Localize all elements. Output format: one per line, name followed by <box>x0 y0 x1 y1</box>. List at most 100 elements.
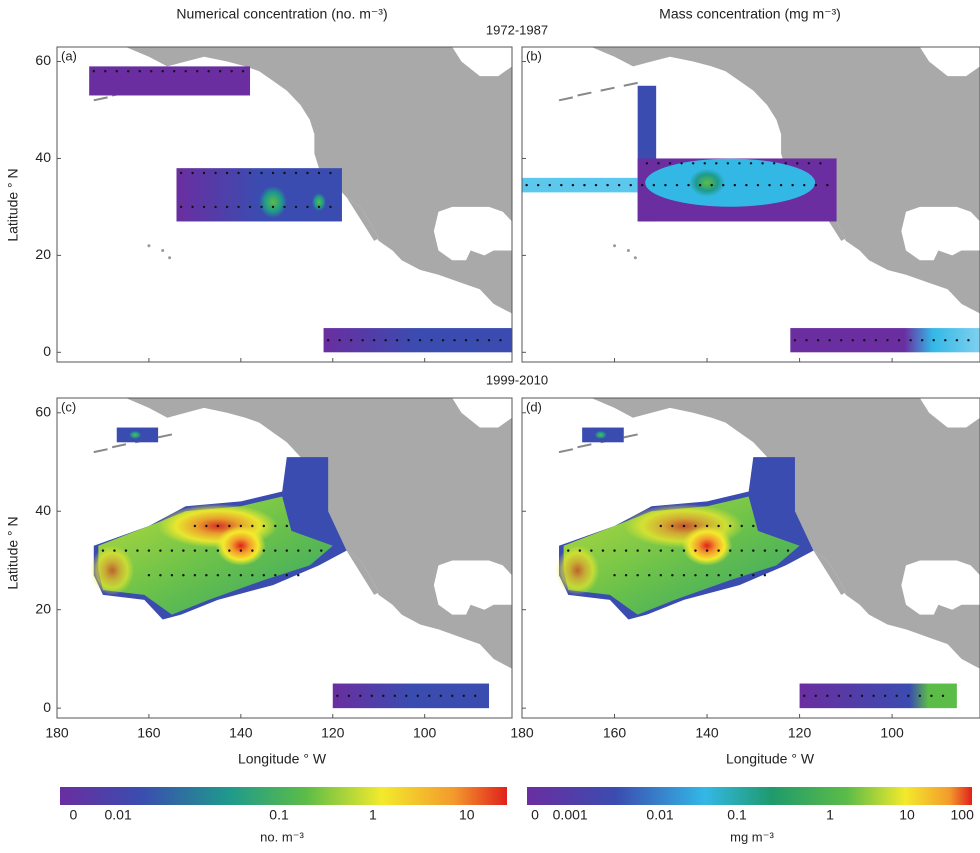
station <box>260 171 263 175</box>
station <box>932 338 935 342</box>
map-panel: (a) 0 20 40 60 <box>35 46 513 363</box>
station <box>849 694 852 698</box>
station <box>239 524 243 528</box>
station <box>405 694 408 698</box>
station <box>285 549 288 552</box>
map <box>522 47 980 362</box>
station <box>113 549 116 552</box>
map-panel: (b) <box>521 46 980 363</box>
station <box>624 549 628 552</box>
colorbar-label: no. m⁻³ <box>260 829 304 844</box>
land <box>591 398 980 669</box>
region <box>645 158 816 207</box>
station <box>668 162 672 165</box>
station <box>624 574 628 577</box>
station <box>722 183 725 187</box>
panel-frame <box>56 46 513 363</box>
station <box>239 549 243 552</box>
station <box>101 549 105 552</box>
station <box>306 205 309 209</box>
station <box>571 183 575 187</box>
station <box>645 162 649 165</box>
land <box>125 47 512 314</box>
hotspot <box>689 168 726 197</box>
station <box>763 549 767 552</box>
station <box>828 338 831 342</box>
station <box>251 574 254 577</box>
station <box>907 694 910 698</box>
station <box>705 574 709 577</box>
y-tick-label: 20 <box>35 600 51 616</box>
aleutian <box>157 433 173 439</box>
station <box>805 338 808 342</box>
x-tick-label: 180 <box>45 725 69 741</box>
station <box>567 549 570 552</box>
panel-label: (b) <box>526 48 542 63</box>
station <box>659 524 662 528</box>
station <box>228 549 231 552</box>
station <box>749 162 753 165</box>
station <box>262 574 266 577</box>
station <box>705 549 709 552</box>
colorbar-tick-label: 1 <box>369 807 377 823</box>
station <box>752 574 755 577</box>
y-tick-label: 60 <box>35 52 51 68</box>
station <box>807 162 811 165</box>
station <box>775 549 778 552</box>
station <box>819 162 822 165</box>
map-panel: (d) 180 160 140 120 100 <box>510 397 980 741</box>
station <box>840 338 843 342</box>
station <box>636 549 639 552</box>
y-tick-label: 20 <box>35 246 51 262</box>
station <box>659 549 662 552</box>
station <box>837 694 841 698</box>
station <box>320 549 323 552</box>
station <box>728 574 732 577</box>
station <box>860 694 864 698</box>
station <box>370 694 374 698</box>
station <box>793 338 797 342</box>
station <box>941 694 945 698</box>
panel-label: (c) <box>61 399 76 414</box>
station <box>664 183 667 187</box>
station <box>262 524 266 528</box>
station <box>179 171 183 175</box>
station <box>191 171 194 175</box>
station <box>814 694 817 698</box>
gulf-of-mexico <box>901 560 980 615</box>
station <box>617 183 621 187</box>
station <box>317 205 321 209</box>
y-axis-label: Latitude ° N <box>5 168 21 241</box>
header-right: Mass concentration (mg m⁻³) <box>659 6 841 22</box>
sample-region <box>176 168 342 222</box>
station <box>138 70 141 73</box>
x-tick-label: 100 <box>880 725 904 741</box>
station <box>671 524 674 528</box>
aleutian <box>623 81 638 87</box>
aleutian <box>93 96 108 102</box>
sample-region <box>332 683 490 709</box>
station <box>920 338 924 342</box>
x-tick-label: 140 <box>695 725 719 741</box>
station <box>629 183 632 187</box>
station <box>453 338 456 342</box>
station <box>583 183 586 187</box>
x-tick-label: 100 <box>413 725 437 741</box>
station <box>606 183 609 187</box>
station <box>768 183 771 187</box>
station <box>687 183 690 187</box>
station <box>395 338 399 342</box>
station <box>104 70 107 73</box>
station <box>814 183 817 187</box>
station <box>115 70 118 73</box>
aleutian <box>558 448 574 454</box>
station <box>283 171 286 175</box>
station <box>349 338 353 342</box>
station <box>548 183 551 187</box>
station <box>202 171 206 175</box>
station <box>393 694 397 698</box>
station <box>578 549 582 552</box>
aleutian <box>577 443 592 449</box>
station <box>147 549 151 552</box>
